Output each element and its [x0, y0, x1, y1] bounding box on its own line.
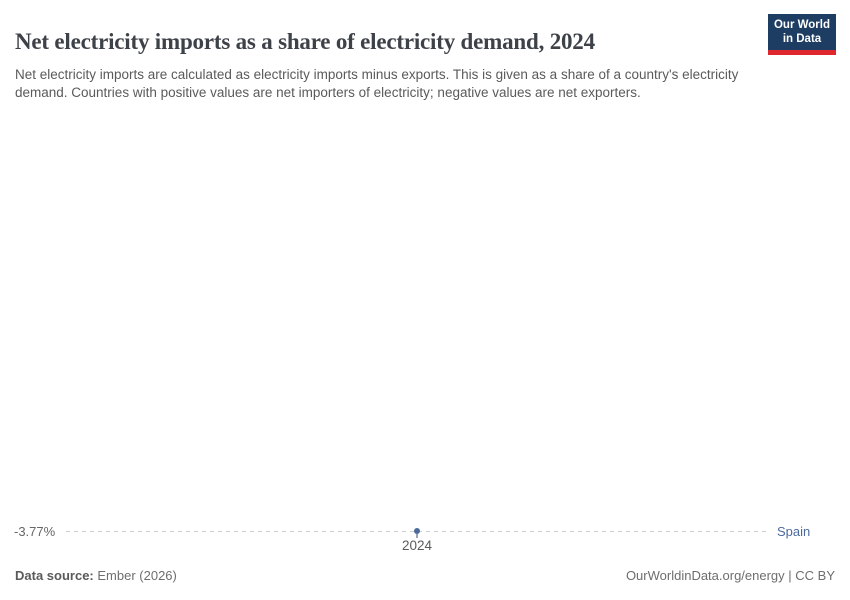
data-source-label: Data source:: [15, 568, 94, 583]
point-value-label: -3.77%: [14, 524, 56, 539]
data-point-marker[interactable]: [414, 528, 420, 534]
data-source: Data source: Ember (2026): [15, 568, 177, 583]
entity-label-spain[interactable]: Spain: [777, 524, 811, 539]
chart-subtitle: Net electricity imports are calculated a…: [15, 66, 739, 100]
owid-logo[interactable]: Our World in Data: [768, 14, 836, 55]
chart-footer: Data source: Ember (2026) OurWorldinData…: [15, 568, 835, 583]
page-title: Net electricity imports as a share of el…: [15, 29, 595, 55]
owid-logo-line1: Our World: [773, 19, 830, 31]
owid-logo-line2: in Data: [782, 33, 822, 45]
x-axis-tick: [416, 534, 418, 538]
x-axis-tick-label: 2024: [401, 538, 433, 553]
data-source-value: Ember (2026): [97, 568, 177, 583]
license-link[interactable]: OurWorldinData.org/energy | CC BY: [625, 568, 835, 583]
